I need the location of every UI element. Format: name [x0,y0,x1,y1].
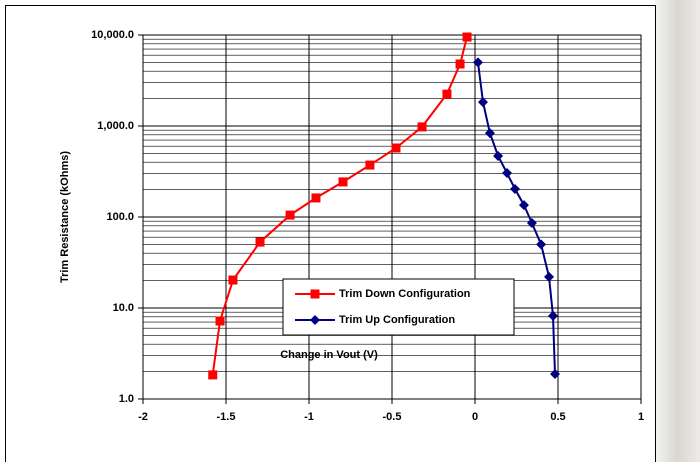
data-point [502,168,513,179]
data-point [477,97,488,108]
y-tick-label: 10.0 [113,302,134,314]
legend-label: Trim Down Configuration [339,288,471,300]
data-point [536,239,547,250]
legend-label: Trim Up Configuration [339,314,455,326]
x-tick-label: -1.5 [217,411,236,423]
x-tick-label: -2 [138,411,148,423]
data-point [493,151,504,162]
data-point [311,193,321,203]
x-axis-label: Change in Vout (V) [280,349,378,361]
background-photo [655,0,700,462]
legend-box [282,278,515,336]
y-axis-label: Trim Resistance (kOhms) [59,151,71,283]
data-point [255,237,265,247]
data-point [484,128,495,139]
data-point [442,89,452,99]
legend-marker [310,289,320,299]
data-point [462,32,472,42]
data-point [417,122,427,132]
data-point [548,310,559,321]
data-point [338,177,348,187]
data-point [208,370,218,380]
data-point [544,271,555,282]
legend-marker [310,315,320,325]
data-point [550,369,561,380]
x-tick-label: 0.5 [550,411,565,423]
data-point [215,316,225,326]
x-tick-label: 0 [472,411,478,423]
data-point [455,59,465,69]
x-tick-label: -1 [304,411,314,423]
plot-border [142,34,642,400]
data-point [365,160,375,170]
y-tick-label: 1,000.0 [97,120,134,132]
series-line [477,62,556,375]
data-point [391,143,401,153]
chart-frame [5,5,656,466]
y-tick-label: 1.0 [119,393,134,405]
x-tick-label: -0.5 [383,411,402,423]
data-point [526,217,537,228]
data-point [472,57,483,68]
data-point [510,184,521,195]
y-tick-label: 100.0 [106,211,134,223]
y-tick-label: 10,000.0 [91,29,134,41]
x-tick-label: 1 [638,411,644,423]
data-point [518,200,529,211]
data-point [228,275,238,285]
data-point [285,210,295,220]
